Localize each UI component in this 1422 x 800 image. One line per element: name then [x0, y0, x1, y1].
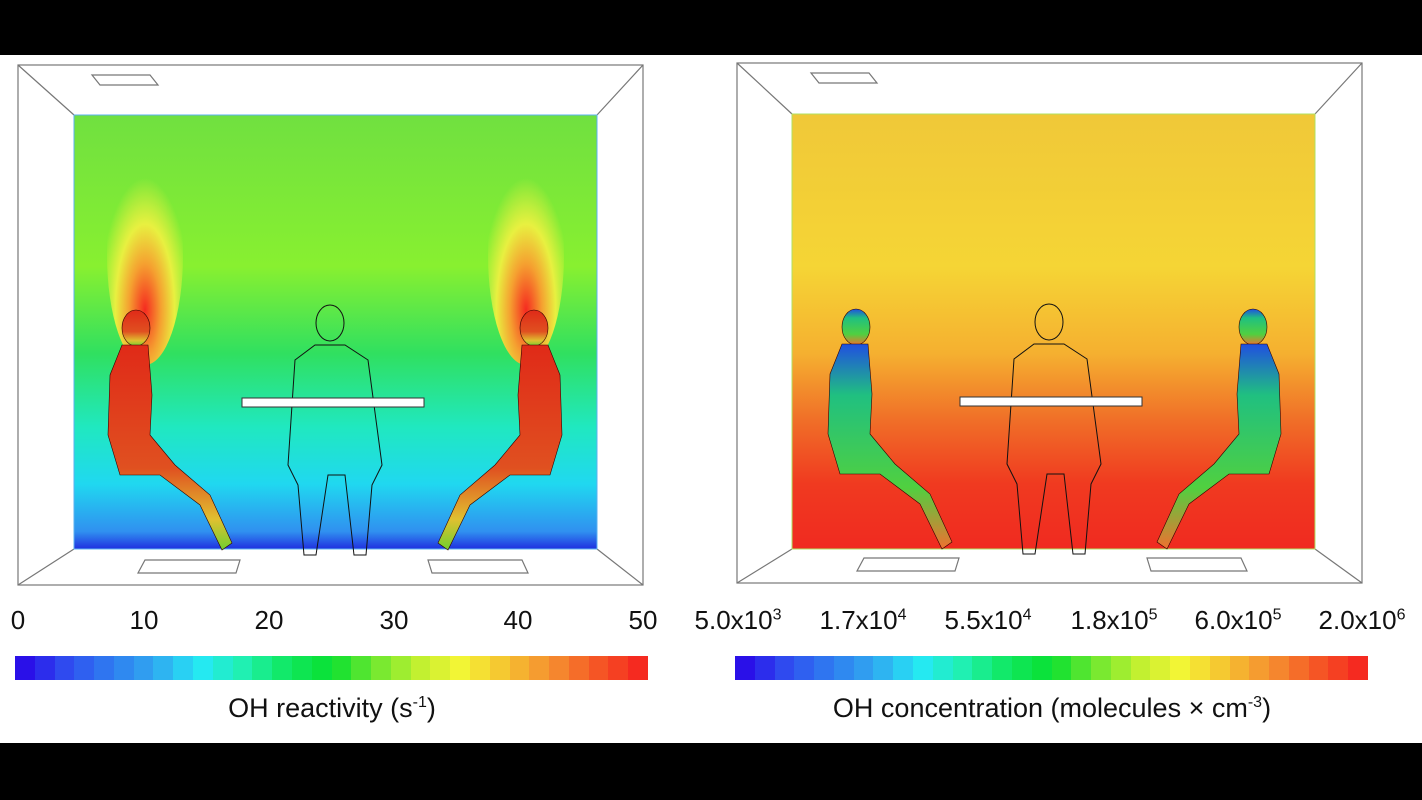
colorbar-segment	[814, 656, 834, 680]
oh-reactivity-room-plot	[17, 64, 644, 586]
oh-concentration-room-plot	[736, 62, 1363, 584]
tick-label: 50	[628, 605, 658, 635]
seated-person-left	[827, 308, 953, 550]
seated-person-right	[1156, 308, 1282, 550]
tick-label: 5.5x104	[944, 605, 1032, 635]
oh-reactivity-tick-labels: 0 10 20 30 40 50	[0, 605, 711, 641]
colorbar-segment	[1071, 656, 1092, 680]
colorbar-segment	[193, 656, 213, 680]
tick-label: 40	[503, 605, 533, 635]
tick-label: 6.0x105	[1194, 605, 1282, 635]
colorbar-segment	[873, 656, 894, 680]
colorbar-segment	[272, 656, 292, 680]
colorbar-segment	[628, 656, 648, 680]
colorbar-segment	[932, 656, 953, 680]
colorbar-segment	[74, 656, 95, 680]
colorbar-segment	[390, 656, 411, 680]
colorbar-segment	[549, 656, 569, 680]
colorbar-segment	[1150, 656, 1171, 680]
colorbar-segment	[410, 656, 431, 680]
colorbar-segment	[972, 656, 993, 680]
colorbar-segment	[331, 656, 352, 680]
colorbar-segment	[833, 656, 854, 680]
colorbar-segment	[774, 656, 795, 680]
colorbar-segment	[430, 656, 451, 680]
colorbar-segment	[754, 656, 775, 680]
colorbar-segment	[509, 656, 530, 680]
colorbar-segment	[212, 656, 233, 680]
colorbar-segment	[351, 656, 372, 680]
colorbar-segment	[15, 656, 35, 680]
figure: 0 10 20 30 40 50 OH reactivity (s-1) 5.0…	[0, 55, 1422, 743]
tick-label: 2.0x106	[1318, 605, 1406, 635]
colorbar-segment	[1051, 656, 1072, 680]
colorbar-segment	[173, 656, 194, 680]
tick-label: 1.8x105	[1070, 605, 1158, 635]
seated-person-left	[107, 309, 233, 551]
colorbar-segment	[311, 656, 332, 680]
colorbar-segment	[588, 656, 609, 680]
colorbar-segment	[54, 656, 75, 680]
colorbar-segment	[232, 656, 253, 680]
oh-concentration-colorbar-title: OH concentration (molecules × cm-3)	[832, 693, 1272, 723]
tick-label: 1.7x104	[819, 605, 907, 635]
plume-right	[488, 145, 564, 365]
colorbar-segment	[568, 656, 589, 680]
contour-field	[791, 113, 1316, 550]
standing-person-wireframe	[287, 304, 383, 556]
oh-concentration-tick-labels: 5.0x103 1.7x104 5.5x104 1.8x105 6.0x105 …	[0, 605, 1422, 641]
colorbar-segment	[153, 656, 174, 680]
colorbar-segment	[1209, 656, 1230, 680]
standing-person-wireframe	[1006, 303, 1102, 555]
colorbar-segment	[893, 656, 914, 680]
colorbar-segment	[1031, 656, 1052, 680]
colorbar-segment	[992, 656, 1012, 680]
colorbar-segment	[1328, 656, 1349, 680]
colorbar-segment	[1170, 656, 1190, 680]
oh-reactivity-colorbar	[15, 656, 648, 680]
table	[959, 396, 1143, 407]
colorbar-segment	[1308, 656, 1329, 680]
colorbar-segment	[608, 656, 629, 680]
colorbar-segment	[450, 656, 470, 680]
colorbar-segment	[469, 656, 490, 680]
colorbar-segment	[1011, 656, 1032, 680]
plume-left	[107, 145, 183, 365]
oh-reactivity-colorbar-title: OH reactivity (s-1)	[228, 693, 436, 723]
colorbar-segment	[952, 656, 973, 680]
tick-label: 20	[254, 605, 284, 635]
colorbar-segment	[1110, 656, 1131, 680]
tick-label: 30	[379, 605, 409, 635]
colorbar-segment	[853, 656, 874, 680]
tick-label: 5.0x103	[694, 605, 782, 635]
colorbar-segment	[1348, 656, 1368, 680]
colorbar-segment	[794, 656, 815, 680]
colorbar-segment	[1269, 656, 1289, 680]
colorbar-segment	[735, 656, 755, 680]
colorbar-segment	[1229, 656, 1250, 680]
colorbar-segment	[252, 656, 273, 680]
colorbar-segment	[1091, 656, 1111, 680]
colorbar-segment	[291, 656, 312, 680]
colorbar-segment	[489, 656, 510, 680]
colorbar-segment	[1288, 656, 1309, 680]
tick-label: 10	[129, 605, 159, 635]
colorbar-segment	[113, 656, 134, 680]
colorbar-segment	[913, 656, 933, 680]
oh-concentration-colorbar	[735, 656, 1368, 680]
colorbar-segment	[1130, 656, 1151, 680]
colorbar-segment	[371, 656, 391, 680]
tick-label: 0	[10, 605, 26, 635]
table	[241, 397, 425, 408]
colorbar-segment	[34, 656, 55, 680]
seated-person-right	[437, 309, 563, 551]
colorbar-segment	[1249, 656, 1270, 680]
colorbar-segment	[529, 656, 550, 680]
colorbar-segment	[1189, 656, 1210, 680]
colorbar-segment	[133, 656, 154, 680]
colorbar-segment	[94, 656, 114, 680]
